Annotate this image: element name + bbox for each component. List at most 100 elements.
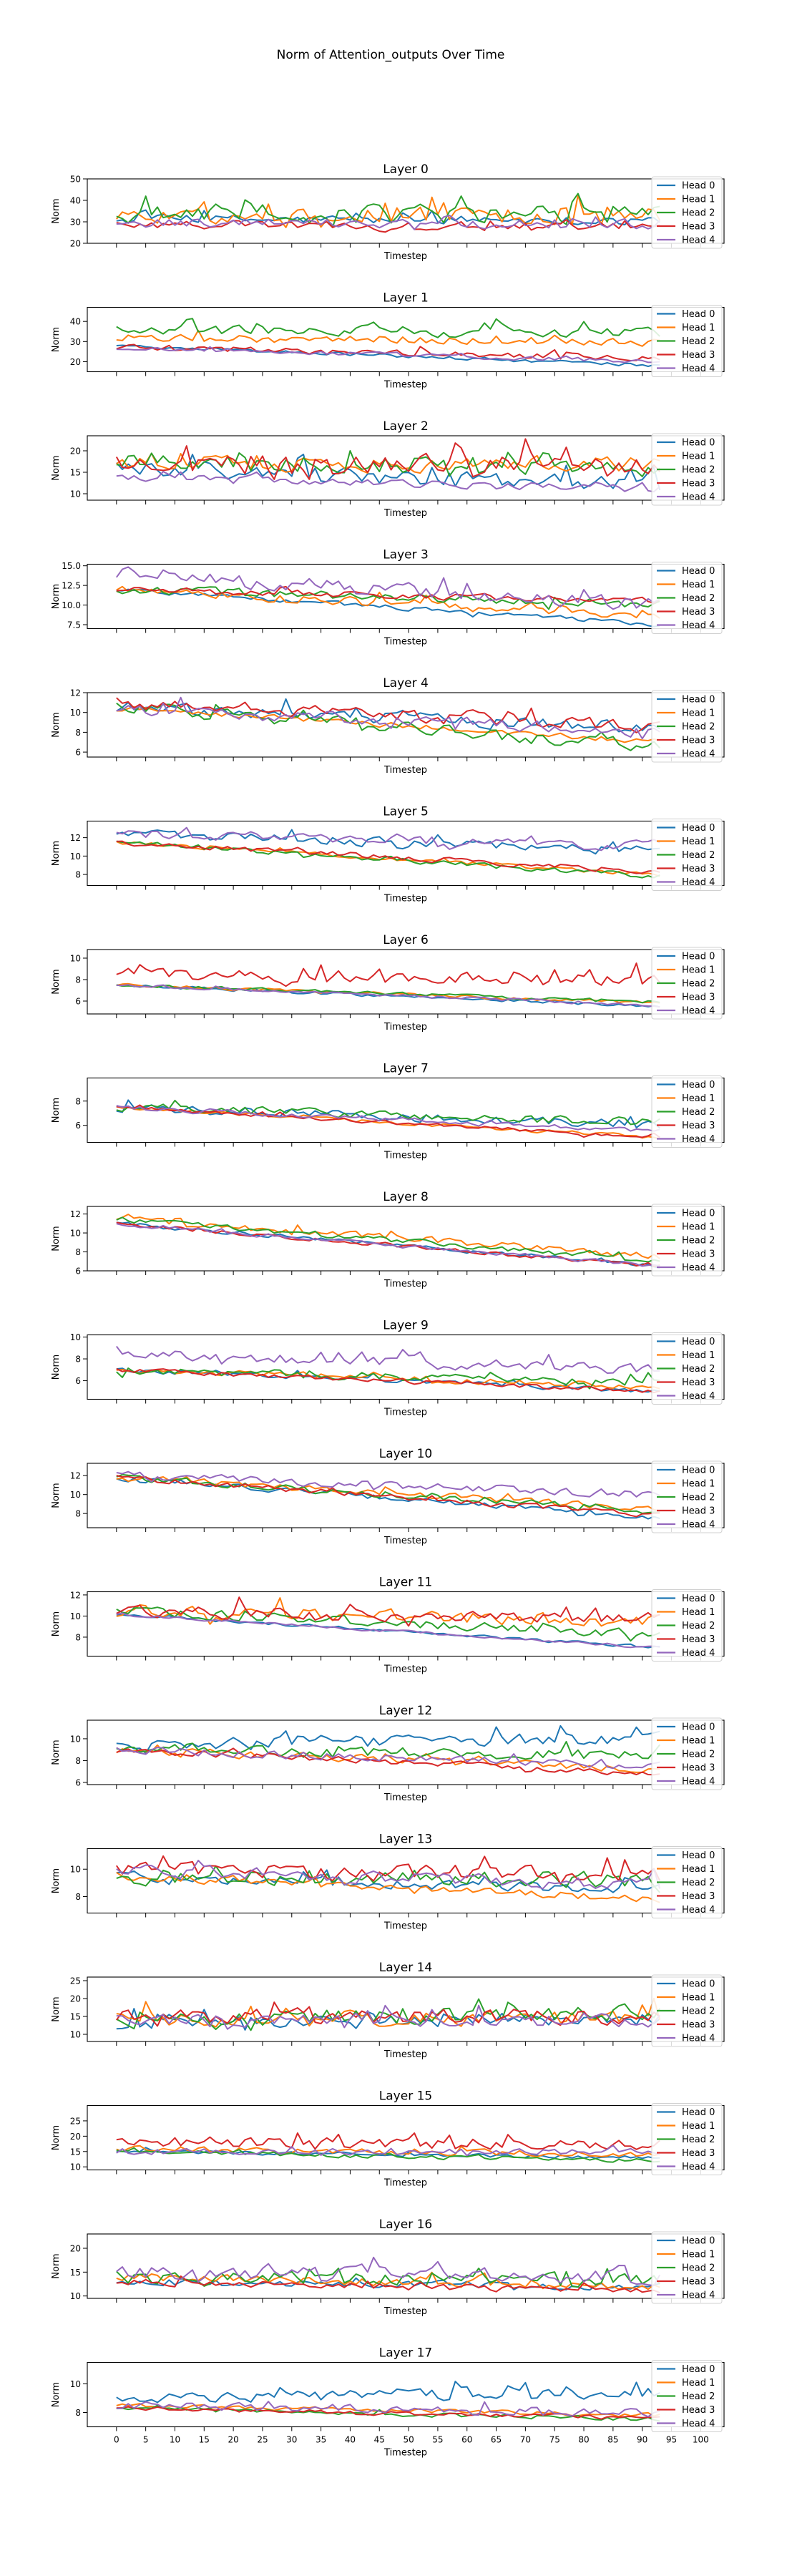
y-tick-label: 10 (70, 489, 81, 499)
legend-label: Head 3 (682, 479, 715, 489)
legend-label: Head 3 (682, 2277, 715, 2288)
legend-label: Head 2 (682, 2135, 715, 2145)
x-tick-label: 25 (257, 2435, 268, 2445)
series-line-head-1 (116, 1997, 661, 2028)
y-tick-label: 20 (70, 447, 81, 457)
axes-frame (87, 1591, 725, 1657)
legend-label: Head 0 (682, 181, 715, 192)
series-group (116, 826, 660, 879)
series-line-head-0 (116, 1367, 660, 1393)
axes-frame (87, 2233, 725, 2299)
x-axis-label: Timestep (383, 2049, 427, 2060)
y-tick-label: 6 (75, 1267, 81, 1277)
axes-frame (87, 2361, 725, 2428)
y-tick-label: 8 (75, 1096, 81, 1106)
x-axis-label: Timestep (383, 1792, 427, 1803)
y-tick-label: 8 (75, 1355, 81, 1365)
legend: Head 0 Head 1 Head 2 Head 3 Head 4 (651, 947, 723, 1020)
subplot-title: Layer 4 (383, 676, 429, 691)
y-tick-label: 8 (75, 2408, 81, 2418)
series-group (116, 962, 660, 1008)
legend-label: Head 0 (682, 1850, 715, 1861)
legend-box (651, 433, 723, 506)
axes-frame (87, 563, 725, 630)
legend-box (651, 1075, 723, 1148)
x-tick-label: 100 (693, 2435, 709, 2445)
y-tick-label: 8 (75, 1247, 81, 1257)
y-tick-label: 8 (75, 1892, 81, 1902)
x-tick-label: 60 (461, 2435, 472, 2445)
series-line-head-3 (116, 585, 660, 604)
legend-box (651, 1460, 723, 1533)
legend-label: Head 4 (682, 2162, 715, 2172)
legend-label: Head 2 (682, 208, 715, 219)
series-line-head-1 (116, 2271, 660, 2290)
legend-box (651, 1846, 723, 1918)
y-tick-label: 12 (70, 1471, 81, 1481)
series-line-head-0 (116, 1724, 660, 1755)
series-line-head-0 (116, 2381, 660, 2404)
series-line-head-4 (116, 1612, 660, 1649)
legend-label: Head 2 (682, 1878, 715, 1888)
subplot-title: Layer 17 (379, 2346, 432, 2361)
legend-label: Head 3 (682, 2020, 715, 2031)
legend-label: Head 0 (682, 1594, 715, 1604)
subplot-title: Layer 7 (383, 1062, 429, 1076)
legend-label: Head 3 (682, 1377, 715, 1388)
x-axis-label: Timestep (383, 1664, 427, 1675)
legend: Head 0 Head 1 Head 2 Head 3 Head 4 (651, 1846, 723, 1918)
x-axis-label: Timestep (383, 380, 427, 391)
series-line-head-2 (116, 2268, 661, 2288)
legend-label: Head 3 (682, 992, 715, 1003)
legend-label: Head 1 (682, 580, 715, 590)
y-tick-label: 15 (70, 2268, 81, 2278)
series-line-head-4 (116, 1345, 660, 1374)
x-axis-label: Timestep (383, 765, 427, 776)
series-line-head-4 (116, 215, 660, 230)
legend-label: Head 2 (682, 336, 715, 347)
legend: Head 0 Head 1 Head 2 Head 3 Head 4 (651, 433, 723, 506)
series-line-head-4 (116, 1860, 661, 1890)
series-group (116, 192, 661, 233)
y-tick-label: 10 (70, 2162, 81, 2172)
legend-label: Head 1 (682, 965, 715, 976)
series-line-head-3 (116, 343, 660, 361)
series-line-head-4 (116, 1470, 660, 1498)
x-axis-label: Timestep (383, 1536, 427, 1546)
axes-frame (87, 306, 725, 373)
subplot-title: Layer 5 (383, 805, 429, 819)
y-tick-label: 12 (70, 1209, 81, 1219)
series-line-head-4 (116, 471, 660, 493)
y-tick-label: 10 (70, 954, 81, 964)
legend-label: Head 0 (682, 309, 715, 320)
x-axis-label: Timestep (383, 1151, 427, 1161)
series-line-head-4 (116, 696, 660, 740)
series-line-head-2 (116, 1741, 660, 1760)
legend-label: Head 4 (682, 1263, 715, 1274)
legend-label: Head 4 (682, 492, 715, 503)
series-line-head-0 (116, 829, 660, 855)
series-line-head-2 (116, 1998, 661, 2031)
series-line-head-0 (116, 1478, 660, 1520)
legend-label: Head 1 (682, 1993, 715, 2004)
y-axis-label: Norm (51, 584, 62, 609)
series-line-head-3 (116, 1104, 660, 1138)
y-tick-label: 12 (70, 1590, 81, 1600)
legend-label: Head 4 (682, 1520, 715, 1531)
series-line-head-1 (116, 194, 661, 228)
legend-label: Head 1 (682, 1350, 715, 1361)
legend-label: Head 2 (682, 1750, 715, 1760)
y-tick-label: 15 (70, 2012, 81, 2022)
y-axis-label: Norm (51, 455, 62, 480)
y-tick-label: 6 (75, 1121, 81, 1131)
y-tick-label: 10 (70, 1611, 81, 1621)
series-group (116, 318, 660, 367)
